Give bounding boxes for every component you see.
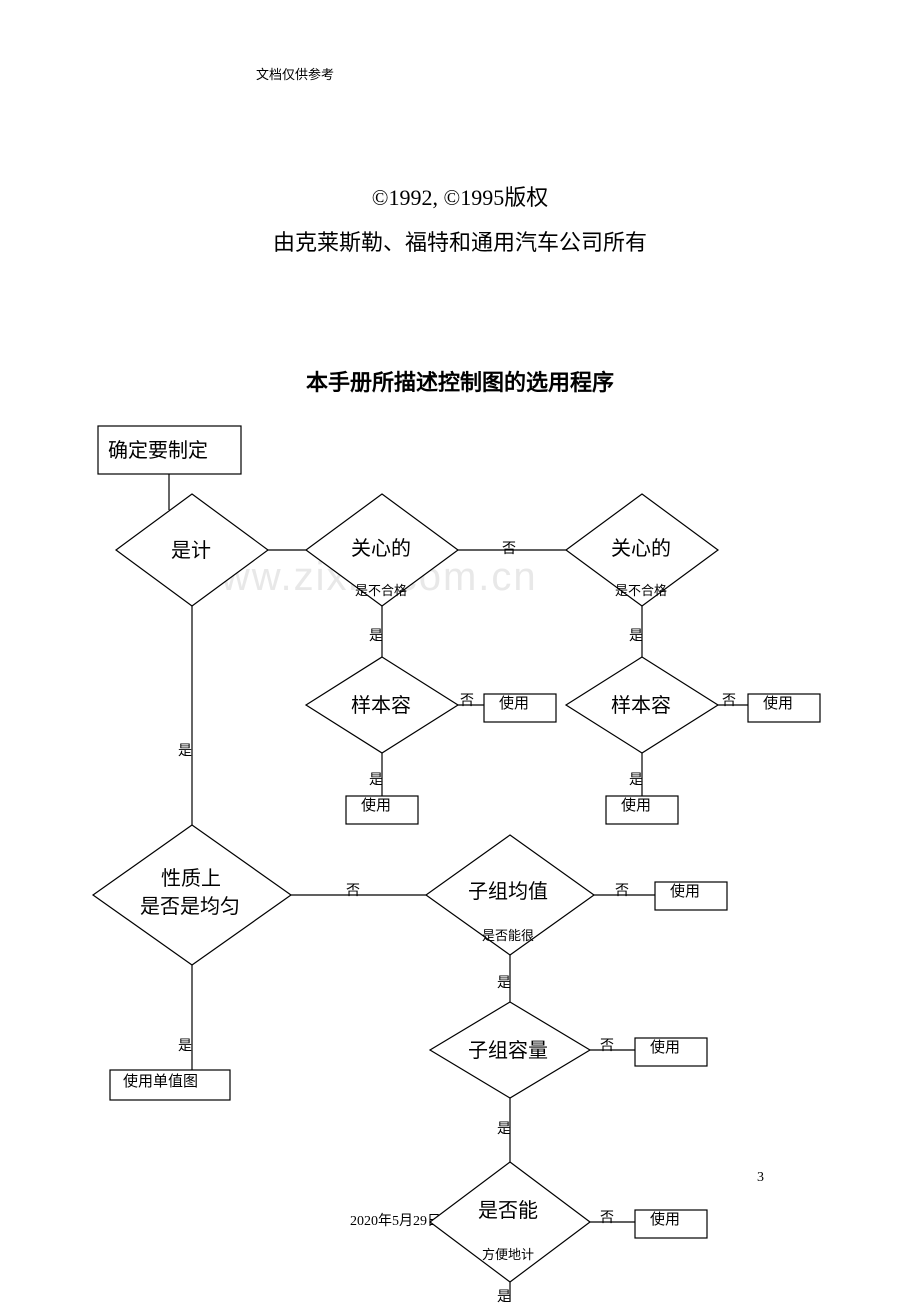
edge-d4-no: 否 <box>460 690 474 710</box>
node-start: 确定要制定 <box>108 438 208 464</box>
node-d6-l2: 是否是均匀 <box>140 894 240 920</box>
edge-d6-no: 否 <box>346 880 360 900</box>
node-r5-down: 使用 <box>621 797 651 817</box>
node-d2-sub: 是不合格 <box>355 580 407 599</box>
node-d7: 子组均值 <box>468 879 548 905</box>
edge-d4-yes: 是 <box>369 769 383 789</box>
node-r7-right: 使用 <box>670 883 700 903</box>
edge-d3-yes: 是 <box>629 625 643 645</box>
node-d9-l2: 方便地计 <box>482 1244 534 1263</box>
edge-d9-no: 否 <box>600 1207 614 1227</box>
node-r6-down: 使用单值图 <box>123 1073 198 1093</box>
edge-d5-no: 否 <box>722 690 736 710</box>
node-d8: 子组容量 <box>468 1038 548 1064</box>
node-d3: 关心的 <box>611 536 671 562</box>
edge-d2-no: 否 <box>502 538 516 558</box>
node-r4-down: 使用 <box>361 797 391 817</box>
edge-d5-yes: 是 <box>629 769 643 789</box>
edge-d2-yes: 是 <box>369 625 383 645</box>
edge-d7-no: 否 <box>615 880 629 900</box>
node-d7-sub: 是否能很 <box>482 925 534 944</box>
edge-d1-yes: 是 <box>178 740 192 760</box>
flowchart-svg <box>0 0 920 1302</box>
node-r9-right: 使用 <box>650 1211 680 1231</box>
edge-d8-no: 否 <box>600 1035 614 1055</box>
edge-d8-yes: 是 <box>497 1118 511 1138</box>
edge-d6-yes: 是 <box>178 1035 192 1055</box>
node-r4-right: 使用 <box>499 695 529 715</box>
node-r8-right: 使用 <box>650 1039 680 1059</box>
node-d2: 关心的 <box>351 536 411 562</box>
node-d4: 样本容 <box>351 693 411 719</box>
node-d9-l1: 是否能 <box>478 1198 538 1224</box>
node-d3-sub: 是不合格 <box>615 580 667 599</box>
node-d5: 样本容 <box>611 693 671 719</box>
edge-d9-yes: 是 <box>497 1286 511 1306</box>
node-d1: 是计 <box>171 538 211 564</box>
node-d6-l1: 性质上 <box>161 866 221 892</box>
node-r5-right: 使用 <box>763 695 793 715</box>
edge-d7-yes: 是 <box>497 972 511 992</box>
